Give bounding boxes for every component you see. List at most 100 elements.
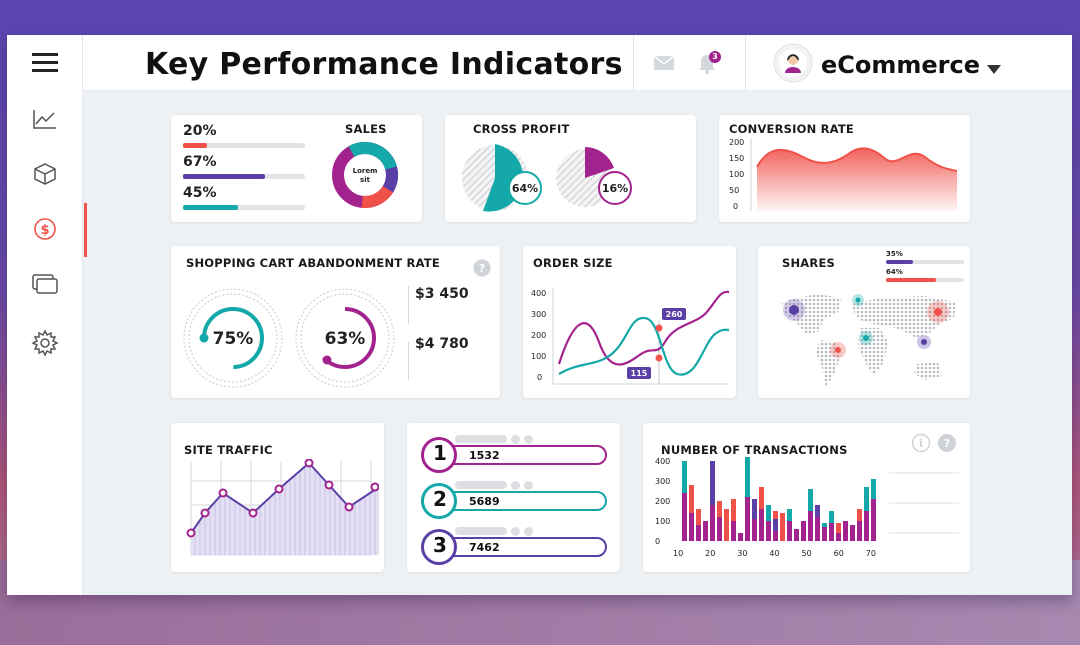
divider (408, 342, 409, 380)
order-y-tick-3: 100 (531, 352, 546, 361)
divider (408, 286, 409, 324)
dashboard-window: $ Key Performance Indicators (7, 35, 1072, 595)
tx-y-tick: 300 (655, 477, 670, 486)
conv-y-tick-3: 50 (729, 186, 739, 195)
cross-profit-pies: 64% 16% (462, 144, 632, 212)
shares-title: SHARES (782, 256, 836, 270)
windows-icon (32, 274, 58, 294)
rank-number: 2 (433, 487, 447, 511)
tx-bar-segment (703, 521, 708, 541)
tx-x-tick: 30 (737, 549, 747, 558)
mail-icon[interactable] (653, 55, 675, 71)
conversion-card: CONVERSION RATE 200 150 100 50 0 (719, 115, 970, 222)
ring-label-1: 75% (213, 329, 254, 349)
sales-bar-fill (183, 143, 208, 148)
tx-x-tick: 50 (802, 549, 812, 558)
order-y-tick-0: 400 (531, 289, 546, 298)
abandonment-rings: 75% 63% (183, 288, 395, 388)
tx-bar-segment (710, 505, 715, 541)
tx-bar-segment (815, 505, 820, 517)
rank-value: 1532 (469, 449, 500, 462)
tx-bar-segment (822, 527, 827, 541)
help-icon[interactable]: ? (937, 433, 957, 453)
tx-bar-segment (689, 513, 694, 541)
help-icon[interactable]: ? (473, 259, 491, 277)
tx-bar-segment (682, 493, 687, 541)
rank-pill (441, 537, 607, 557)
tx-bar-segment (822, 523, 827, 527)
rank-row[interactable]: 2 5689 (419, 481, 609, 519)
notification-badge: 3 (709, 51, 721, 63)
tx-bar-segment (759, 509, 764, 541)
tx-bar-segment (759, 487, 764, 509)
tx-bar-segment (724, 509, 729, 541)
transactions-chart: 400 300 200 100 0 10 20 30 40 50 60 70 (655, 457, 959, 558)
sales-bar-track (183, 143, 305, 148)
rank-pill (441, 445, 607, 465)
tx-bar-segment (766, 505, 771, 521)
menu-icon (32, 53, 58, 72)
tx-bar-segment (836, 533, 841, 541)
svg-text:?: ? (944, 437, 950, 450)
world-map (782, 294, 956, 388)
box-icon (34, 163, 56, 185)
tx-bar-segment (696, 509, 701, 525)
tx-bar-segment (731, 521, 736, 541)
sidebar-item-windows[interactable] (7, 256, 83, 312)
tx-bar-segment (787, 521, 792, 541)
conv-y-tick-0: 200 (729, 138, 744, 147)
menu-button[interactable] (7, 35, 83, 91)
order-size-chart: 400 300 200 100 0 260 115 (531, 288, 730, 385)
avatar[interactable] (773, 43, 813, 83)
rank-row[interactable]: 1 1532 (419, 435, 609, 473)
sidebar-item-settings[interactable] (7, 315, 83, 371)
tx-bar-segment (857, 521, 862, 541)
site-traffic-chart (186, 459, 379, 556)
rank-pill (441, 491, 607, 511)
conversion-title: CONVERSION RATE (729, 122, 854, 136)
tx-y-tick: 400 (655, 457, 670, 466)
shares-bar-label: 64% (886, 268, 903, 276)
header-divider-2 (745, 35, 746, 91)
shares-bar-track (886, 278, 964, 282)
tx-bar-segment (773, 531, 778, 541)
tx-bar-segment (808, 489, 813, 511)
rank-value: 5689 (469, 495, 500, 508)
shares-bar-track (886, 260, 964, 264)
rank-number: 3 (433, 533, 447, 557)
tx-bar-segment (745, 457, 750, 497)
svg-text:i: i (919, 437, 923, 450)
gear-icon (31, 329, 59, 357)
donut-label-1: Lorem (353, 167, 378, 175)
tx-bar-segment (710, 461, 715, 505)
user-name[interactable]: eCommerce (821, 51, 981, 79)
order-y-tick-2: 200 (531, 331, 546, 340)
transactions-card: NUMBER OF TRANSACTIONS i ? 400 300 200 100 0… (643, 423, 970, 572)
tx-bar-segment (829, 523, 834, 541)
sidebar: $ (7, 35, 87, 595)
tx-bar-segment (857, 509, 862, 521)
tx-y-tick: 100 (655, 517, 670, 526)
rank-value: 7462 (469, 541, 500, 554)
placeholder-bar (455, 527, 507, 535)
cross-profit-title: CROSS PROFIT (473, 122, 570, 136)
tx-bar-segment (717, 517, 722, 541)
shares-bar-fill (886, 278, 936, 282)
tx-bar-segment (773, 511, 778, 519)
sales-bar-label: 67% (183, 154, 217, 170)
chevron-down-icon[interactable] (987, 65, 1001, 75)
placeholder-dot (524, 435, 533, 444)
info-icon[interactable]: i (911, 433, 931, 453)
placeholder-bar (455, 435, 507, 443)
rank-row[interactable]: 3 7462 (419, 527, 609, 565)
sales-bar-fill (183, 174, 265, 179)
shares-bar-label: 35% (886, 250, 903, 258)
sidebar-item-analytics[interactable] (7, 91, 83, 147)
tx-y-tick: 0 (655, 537, 660, 546)
cross-profit-label-1: 64% (512, 182, 538, 195)
sidebar-item-finance[interactable]: $ (7, 201, 87, 257)
tx-bar-segment (787, 509, 792, 521)
callout-low: 115 (631, 369, 648, 378)
sales-title: SALES (345, 122, 387, 136)
sidebar-item-products[interactable] (7, 146, 83, 202)
